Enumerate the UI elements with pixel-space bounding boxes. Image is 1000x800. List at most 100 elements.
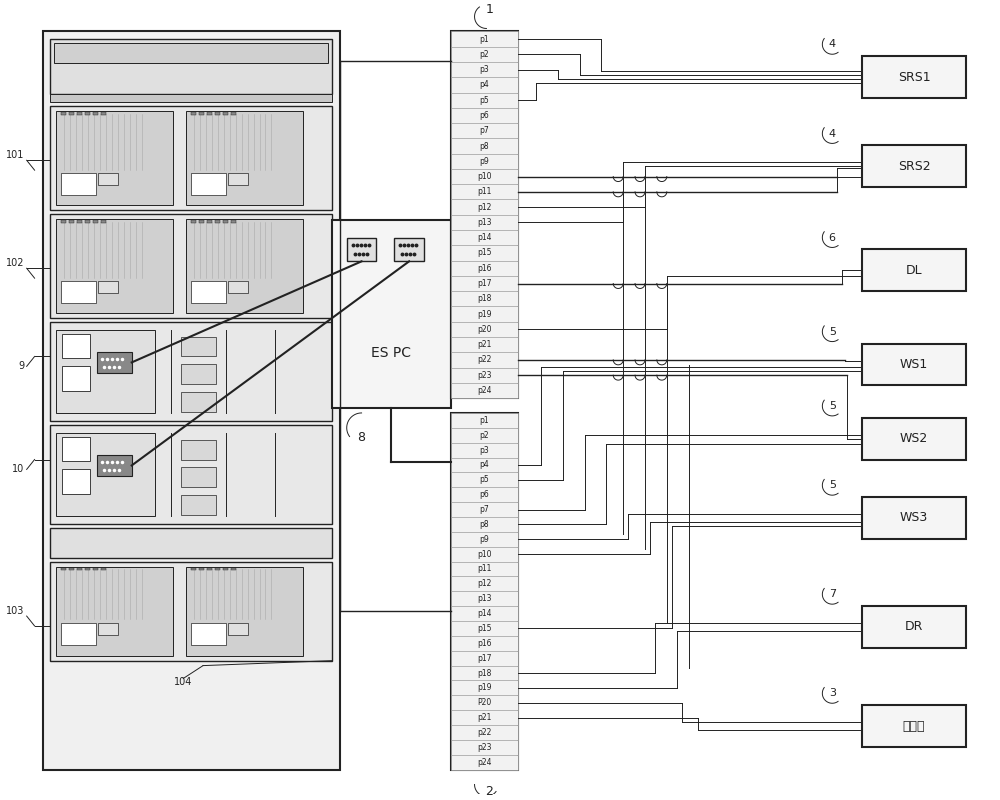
Bar: [451, 291, 518, 306]
Bar: [451, 487, 518, 502]
Bar: [451, 78, 518, 93]
Bar: [223, 567, 228, 570]
Bar: [451, 276, 518, 291]
Bar: [451, 154, 518, 169]
Bar: [451, 306, 518, 322]
Text: p2: p2: [480, 430, 489, 440]
Bar: [451, 442, 518, 458]
Bar: [862, 56, 966, 98]
Bar: [231, 220, 236, 222]
Bar: [451, 108, 518, 123]
Text: WS1: WS1: [900, 358, 928, 371]
Bar: [215, 220, 220, 222]
Text: p17: p17: [477, 654, 492, 662]
Bar: [50, 214, 332, 318]
Text: p22: p22: [477, 728, 492, 737]
Text: p22: p22: [477, 355, 492, 364]
Text: p23: p23: [477, 370, 492, 380]
Bar: [451, 532, 518, 546]
Bar: [199, 220, 204, 222]
Bar: [93, 567, 98, 570]
Bar: [451, 428, 518, 442]
Bar: [862, 418, 966, 459]
Bar: [231, 112, 236, 114]
Text: p14: p14: [477, 609, 492, 618]
Bar: [451, 169, 518, 184]
Text: p12: p12: [477, 202, 492, 212]
Text: 5: 5: [829, 326, 836, 337]
Bar: [451, 367, 518, 382]
Bar: [186, 218, 303, 313]
Bar: [191, 567, 196, 570]
Text: p10: p10: [477, 172, 492, 181]
Bar: [451, 606, 518, 621]
Text: 10: 10: [12, 465, 25, 474]
Bar: [54, 43, 328, 63]
Text: p11: p11: [477, 187, 492, 196]
Bar: [101, 112, 106, 114]
Bar: [451, 517, 518, 532]
Bar: [191, 281, 226, 303]
Bar: [862, 606, 966, 648]
Text: p6: p6: [480, 490, 489, 499]
Text: p24: p24: [477, 386, 492, 395]
Bar: [181, 337, 216, 357]
Bar: [50, 528, 332, 558]
Bar: [77, 220, 82, 222]
Bar: [101, 220, 106, 222]
Bar: [69, 567, 74, 570]
Bar: [69, 220, 74, 222]
Bar: [199, 112, 204, 114]
Bar: [181, 364, 216, 384]
Bar: [181, 392, 216, 412]
Bar: [186, 110, 303, 205]
Bar: [50, 106, 332, 210]
Bar: [223, 220, 228, 222]
Text: p11: p11: [477, 565, 492, 574]
Bar: [228, 623, 248, 635]
Bar: [451, 230, 518, 246]
Bar: [50, 94, 332, 102]
Bar: [98, 623, 118, 635]
Bar: [199, 567, 204, 570]
Bar: [56, 566, 173, 656]
Text: p3: p3: [480, 65, 489, 74]
Text: 103: 103: [6, 606, 25, 616]
Bar: [451, 458, 518, 472]
Bar: [207, 567, 212, 570]
Bar: [101, 567, 106, 570]
Bar: [451, 740, 518, 754]
Bar: [451, 123, 518, 138]
Bar: [451, 337, 518, 352]
Text: 4: 4: [829, 129, 836, 138]
Bar: [98, 173, 118, 185]
Bar: [56, 330, 155, 413]
Text: 8: 8: [358, 431, 366, 444]
Bar: [181, 440, 216, 459]
Text: 104: 104: [174, 678, 192, 687]
Text: 9: 9: [19, 362, 25, 371]
Bar: [61, 173, 96, 195]
Text: p20: p20: [477, 325, 492, 334]
Text: p7: p7: [480, 126, 489, 135]
Text: p23: p23: [477, 743, 492, 752]
Text: ES PC: ES PC: [371, 346, 411, 361]
Text: p8: p8: [480, 520, 489, 529]
Bar: [862, 250, 966, 291]
Bar: [451, 546, 518, 562]
Bar: [451, 382, 518, 398]
Text: p7: p7: [480, 505, 489, 514]
Bar: [231, 567, 236, 570]
Text: p19: p19: [477, 683, 492, 693]
Text: 2: 2: [485, 785, 493, 798]
Text: p4: p4: [480, 461, 489, 470]
Text: p10: p10: [477, 550, 492, 558]
Text: 102: 102: [6, 258, 25, 268]
Text: p18: p18: [477, 669, 492, 678]
Text: SRS2: SRS2: [898, 160, 930, 173]
Bar: [451, 591, 518, 606]
Bar: [62, 470, 90, 494]
Bar: [62, 334, 90, 358]
Bar: [43, 31, 340, 770]
Bar: [451, 184, 518, 199]
